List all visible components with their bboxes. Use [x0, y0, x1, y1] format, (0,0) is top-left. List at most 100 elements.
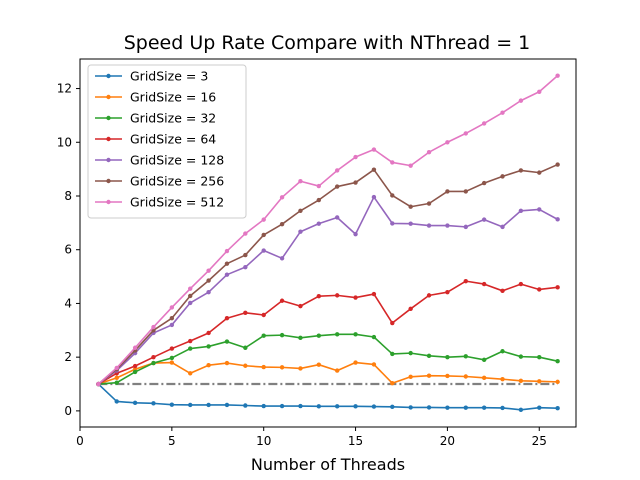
data-point	[298, 303, 303, 309]
data-point	[445, 354, 450, 360]
data-point	[408, 204, 413, 209]
series-line	[98, 333, 558, 385]
y-axis: 0 2 4 6 8 10 12	[57, 82, 80, 418]
chart-title: Speed Up Rate Compare with NThread = 1	[124, 32, 531, 54]
data-point	[408, 163, 413, 168]
data-point	[555, 285, 560, 290]
series-line	[97, 163, 558, 385]
y-tick-label: 12	[57, 82, 72, 96]
data-point	[481, 281, 487, 287]
data-point	[151, 324, 156, 330]
data-point	[169, 402, 175, 407]
series-2	[96, 360, 560, 387]
legend-label: GridSize = 16	[130, 90, 216, 105]
data-point	[537, 354, 542, 360]
data-point	[481, 405, 487, 410]
legend-item: GridSize = 256	[95, 174, 224, 189]
data-point	[371, 334, 377, 340]
data-point	[555, 405, 560, 411]
data-point	[151, 401, 156, 406]
series-1	[96, 381, 560, 413]
data-point	[261, 403, 266, 409]
data-point	[334, 368, 340, 373]
data-point	[371, 167, 377, 172]
data-point	[426, 223, 432, 228]
data-point	[408, 221, 413, 226]
data-point	[243, 403, 248, 408]
data-point	[169, 355, 175, 361]
data-point	[390, 221, 395, 226]
x-tick-label: 25	[532, 434, 547, 448]
data-point	[188, 346, 193, 351]
legend-label: GridSize = 256	[130, 174, 224, 189]
data-point	[390, 404, 395, 410]
data-point	[188, 338, 193, 344]
series-line	[97, 383, 558, 411]
data-point	[132, 369, 138, 375]
data-point	[463, 189, 468, 194]
data-point	[279, 365, 285, 370]
data-point	[390, 351, 395, 357]
data-point	[481, 180, 487, 186]
data-point	[445, 189, 450, 194]
data-point	[537, 89, 542, 94]
data-point	[371, 291, 377, 297]
data-point	[114, 380, 119, 385]
y-tick-label: 2	[64, 350, 72, 364]
data-point	[500, 376, 505, 382]
data-point	[426, 353, 432, 359]
data-point	[298, 179, 303, 184]
legend-marker	[106, 73, 111, 79]
data-point	[518, 407, 524, 413]
data-point	[408, 405, 413, 410]
data-point	[298, 335, 303, 341]
legend-label: GridSize = 64	[130, 132, 216, 147]
data-point	[426, 405, 432, 410]
data-point	[261, 364, 266, 370]
x-tick-label: 15	[348, 434, 363, 448]
data-point	[537, 287, 542, 292]
data-point	[481, 121, 487, 126]
data-point	[353, 295, 358, 300]
data-point	[445, 289, 450, 295]
data-point	[261, 232, 266, 238]
data-point	[132, 400, 138, 406]
data-point	[463, 131, 468, 136]
series-3	[96, 332, 560, 387]
data-point	[188, 402, 193, 408]
data-point	[353, 231, 358, 237]
data-point	[114, 365, 119, 371]
data-point	[537, 379, 542, 384]
data-point	[500, 110, 505, 115]
data-point	[500, 288, 505, 294]
data-point	[261, 217, 266, 222]
legend: GridSize = 3 GridSize = 16 GridSize = 32 Gr…	[87, 64, 247, 219]
legend-label: GridSize = 128	[130, 153, 224, 168]
data-point	[316, 293, 322, 299]
legend-item: GridSize = 32	[95, 111, 216, 126]
data-point	[426, 293, 432, 298]
legend-label: GridSize = 32	[130, 111, 216, 126]
data-point	[353, 180, 358, 185]
data-point	[114, 399, 119, 404]
data-point	[555, 217, 560, 222]
data-point	[408, 350, 413, 356]
data-point	[206, 289, 211, 295]
y-tick-label: 6	[64, 243, 72, 257]
data-point	[206, 344, 211, 349]
data-point	[151, 354, 156, 360]
data-point	[537, 170, 542, 175]
data-point	[316, 221, 322, 226]
data-point	[426, 150, 432, 155]
legend-item: GridSize = 128	[95, 153, 224, 168]
data-point	[151, 360, 156, 366]
y-tick-label: 10	[57, 135, 72, 149]
legend-label: GridSize = 512	[130, 195, 224, 210]
data-point	[279, 332, 285, 338]
data-point	[169, 305, 175, 310]
y-tick-label: 4	[64, 296, 72, 310]
series-line	[97, 280, 558, 385]
data-point	[334, 184, 340, 189]
data-point	[481, 357, 487, 363]
data-point	[518, 354, 524, 359]
